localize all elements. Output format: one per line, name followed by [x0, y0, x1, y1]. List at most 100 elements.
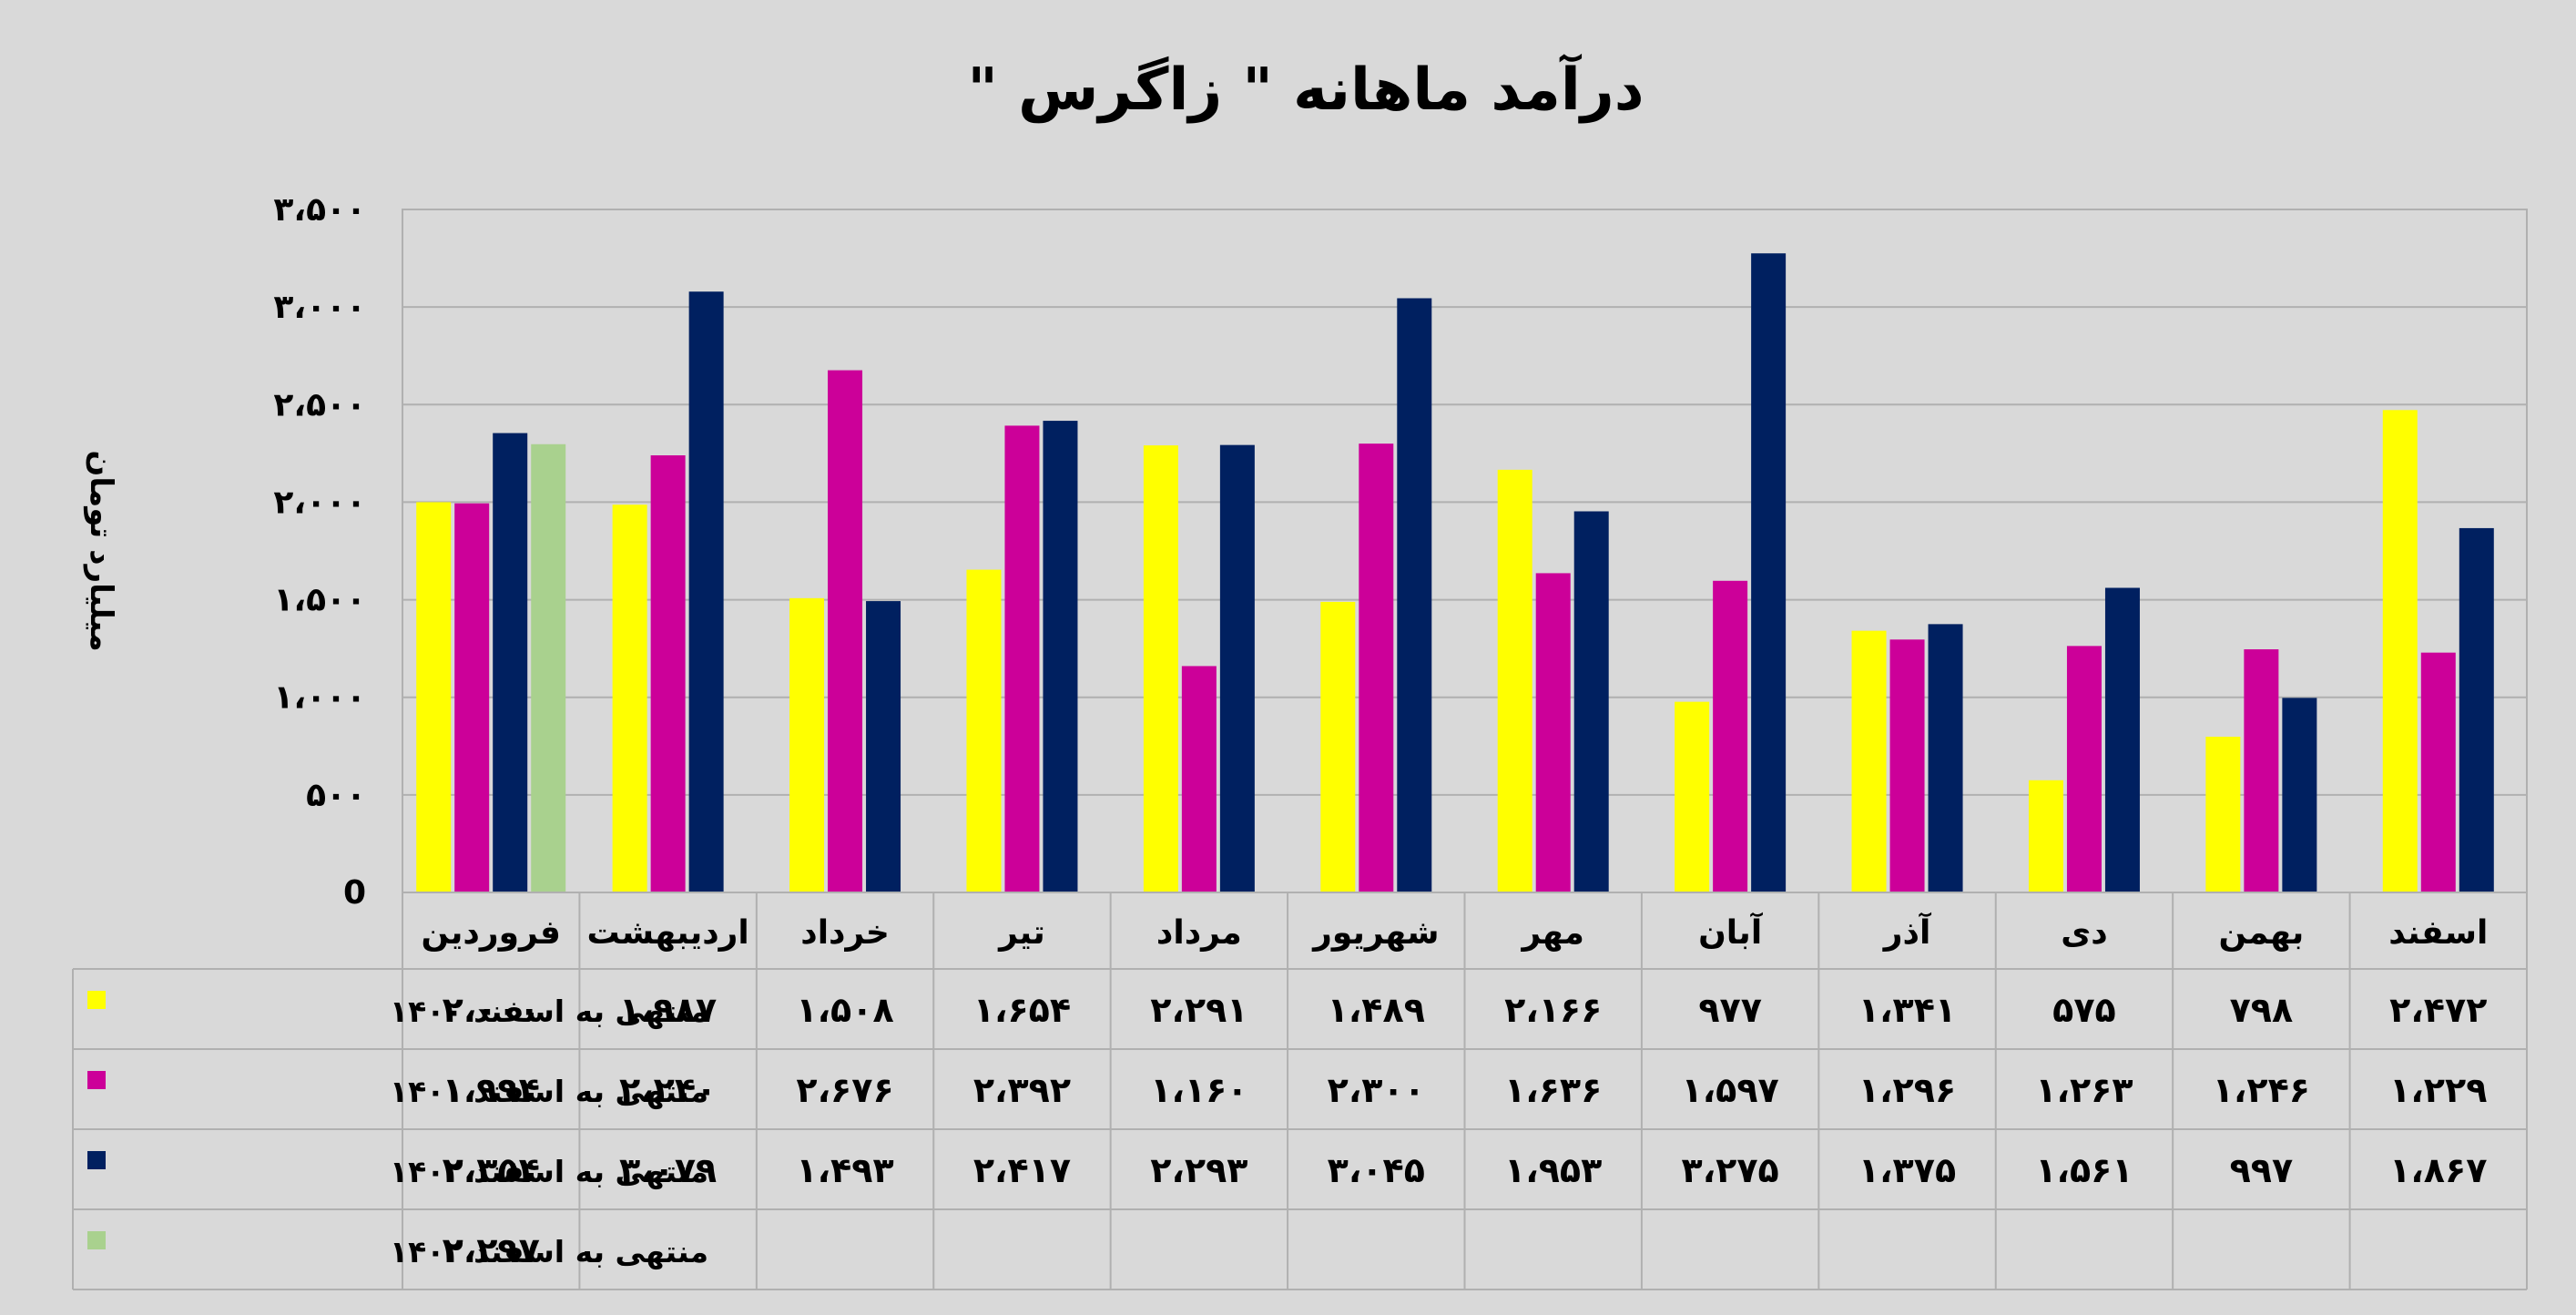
bar: [1889, 639, 1925, 892]
bar: [966, 569, 1002, 892]
data-label: ۱،۶۳۶: [1504, 1070, 1602, 1110]
bar: [612, 505, 647, 892]
x-tick-label: آذر: [1882, 912, 1932, 952]
bar: [1397, 298, 1432, 892]
data-label: ۱،۸۶۷: [2389, 1150, 2487, 1190]
data-label: ۲،۴۷۲: [2389, 990, 2487, 1030]
data-label: ۳،۰۴۵: [1328, 1150, 1425, 1190]
legend-swatch: [87, 1231, 106, 1249]
bar: [2459, 527, 2494, 892]
data-label: ۵۷۵: [2052, 990, 2116, 1030]
data-label: ۱،۴۹۳: [796, 1150, 893, 1190]
bar: [416, 502, 452, 892]
legend-label: منتهی به اسفند ۱۴۰۰: [390, 994, 708, 1030]
data-label: ۱،۲۴۶: [2213, 1070, 2310, 1110]
data-label: ۷۹۸: [2230, 990, 2294, 1030]
y-tick-label: ۱،۰۰۰: [273, 679, 366, 717]
bar: [2244, 649, 2279, 892]
bar: [1713, 580, 1748, 892]
data-label: ۱،۴۸۹: [1328, 990, 1425, 1030]
x-tick-label: اردیبهشت: [586, 914, 748, 952]
x-tick-label: مهر: [1520, 914, 1583, 952]
y-tick-label: ۲،۵۰۰: [273, 386, 366, 423]
data-label: ۱،۵۶۱: [2035, 1150, 2133, 1190]
bar: [2382, 410, 2418, 892]
bar: [2205, 737, 2241, 892]
legend-label: منتهی به اسفند ۱۴۰۱: [390, 1074, 708, 1110]
data-label: ۲،۳۰۰: [1328, 1070, 1425, 1110]
bar: [1535, 573, 1571, 892]
bar: [1359, 443, 1394, 892]
data-label: ۲،۳۵۴: [443, 1150, 540, 1190]
bar: [454, 503, 490, 892]
data-label: ۱،۳۷۵: [1858, 1150, 1956, 1190]
data-table: فروردین اردیبهشت خرداد تیر مرداد شهریور مهر آبا…: [72, 209, 2528, 1290]
y-axis-label: میلیارد تومان: [83, 450, 119, 651]
chart-title: درآمد ماهانه " زاگرس ": [967, 53, 1644, 124]
x-tick-label: فروردین: [421, 914, 560, 952]
data-label: ۲،۲۹۱: [1150, 990, 1247, 1030]
x-tick-label: شهریور: [1311, 914, 1439, 952]
bar: [1751, 253, 1787, 892]
data-label: ۱،۲۹۶: [1858, 1070, 1956, 1110]
bar: [1928, 624, 1963, 892]
y-tick-label: ۳،۵۰۰: [273, 191, 366, 229]
bar: [1320, 601, 1356, 892]
data-label: ۱،۵۰۸: [796, 990, 893, 1030]
y-tick-label: ۱،۵۰۰: [273, 582, 366, 619]
data-label: ۹۹۷: [2230, 1150, 2294, 1190]
data-label: ۲،۴۱۷: [973, 1150, 1071, 1190]
x-tick-label: دی: [2061, 914, 2107, 952]
data-label: ۱،۹۵۳: [1504, 1150, 1602, 1190]
legend-swatch: [87, 1071, 106, 1089]
legend-label: منتهی به اسفند ۱۴۰۲: [390, 1234, 708, 1270]
y-tick-label: ۲،۰۰۰: [273, 484, 366, 521]
data-label: ۳،۲۷۵: [1682, 1150, 1779, 1190]
bar: [1851, 630, 1887, 892]
data-label: ۲،۶۷۶: [796, 1070, 893, 1110]
bar: [688, 291, 724, 892]
bar: [1675, 701, 1710, 892]
bar: [1497, 469, 1532, 892]
bar: [1004, 425, 1040, 892]
bar: [1181, 666, 1217, 892]
data-label: ۱،۵۹۷: [1682, 1070, 1779, 1110]
bar: [493, 433, 528, 892]
x-tick-label: بهمن: [2218, 914, 2304, 952]
bar: [828, 370, 863, 893]
data-label: ۱،۲۶۳: [2035, 1070, 2133, 1110]
data-label: ۱،۲۲۹: [2389, 1070, 2487, 1110]
bar: [2104, 587, 2140, 892]
bar: [2028, 780, 2063, 892]
bar: [1143, 445, 1178, 892]
data-label: ۲،۱۶۶: [1504, 990, 1602, 1030]
bar: [2066, 646, 2102, 892]
bar: [1219, 444, 1255, 892]
data-label: ۲،۲۹۳: [1150, 1150, 1247, 1190]
x-tick-label: آبان: [1698, 912, 1764, 952]
legend-swatch: [87, 1151, 106, 1169]
data-label: ۲،۰۰۰: [443, 990, 540, 1030]
legend-swatch: [87, 991, 106, 1009]
x-tick-label: خرداد: [800, 914, 890, 952]
bar: [2282, 698, 2317, 892]
x-tick-label: مرداد: [1156, 914, 1242, 952]
data-label: ۱،۶۵۴: [973, 990, 1071, 1030]
bar: [789, 597, 825, 892]
y-tick-label: 0: [343, 874, 366, 912]
data-label: ۳،۰۷۹: [619, 1150, 717, 1190]
bar: [1573, 511, 1609, 892]
legend-label: منتهی به اسفند ۱۴۰۲: [390, 1154, 708, 1190]
data-label: ۲،۲۴۰: [619, 1070, 717, 1110]
x-tick-label: اسفند: [2388, 914, 2488, 952]
x-tick-label: تیر: [997, 914, 1045, 952]
y-tick-label: ۳،۰۰۰: [273, 289, 366, 326]
data-label: ۱،۳۴۱: [1858, 990, 1956, 1030]
bar: [650, 455, 686, 892]
bar: [866, 601, 901, 892]
data-label: ۱،۹۸۷: [619, 990, 717, 1030]
bar: [2420, 652, 2456, 892]
bar: [531, 443, 566, 892]
data-label: ۹۷۷: [1698, 990, 1762, 1030]
